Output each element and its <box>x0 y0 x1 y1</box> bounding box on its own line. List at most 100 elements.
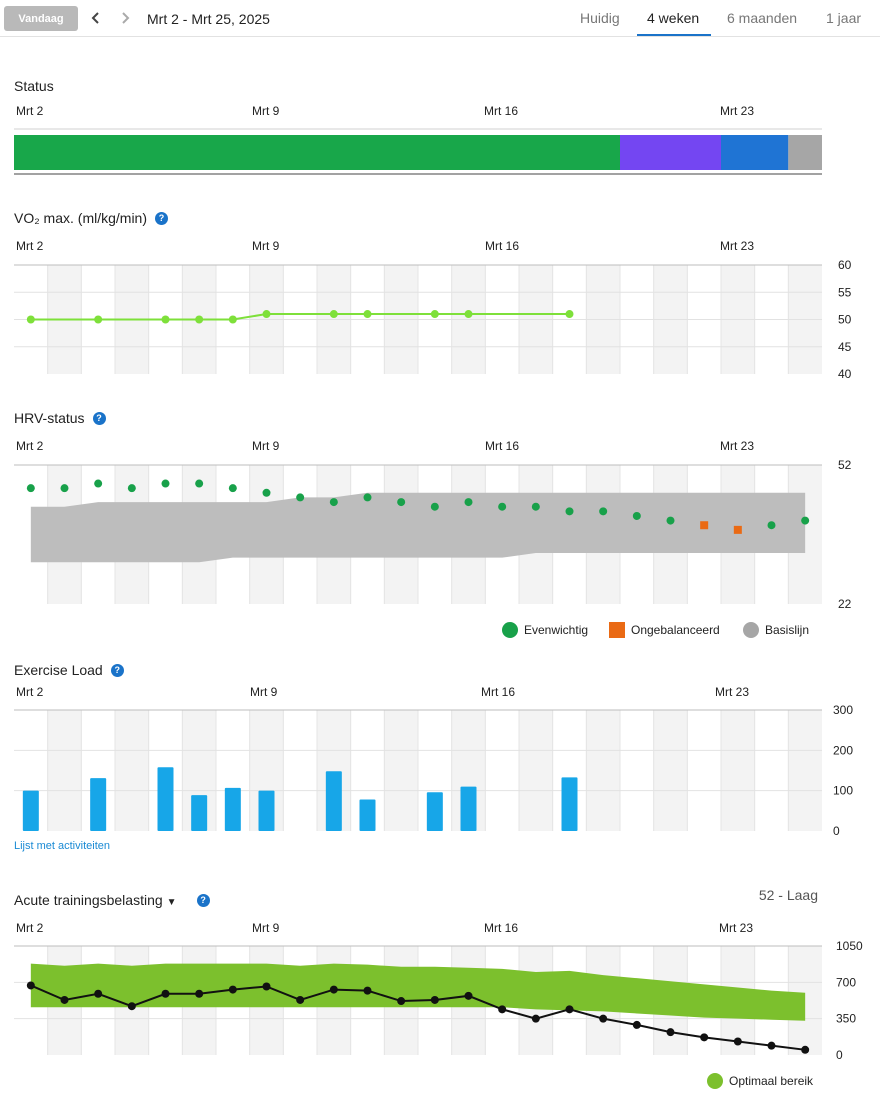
vo2max-chart: 60 55 50 45 40 <box>14 258 852 381</box>
atl-data-point <box>430 995 439 1004</box>
vo2max-title: VO₂ max. (ml/kg/min)? <box>14 210 168 226</box>
vo2-data-point <box>464 310 473 319</box>
atl-data-point <box>262 982 271 991</box>
hrv-balanced-point <box>801 516 810 525</box>
exercise-load-title: Exercise Load? <box>14 662 124 678</box>
caret-down-icon[interactable]: ▼ <box>166 897 177 908</box>
legend-unbalanced: Ongebalanceerd <box>609 622 720 638</box>
atl-data-point <box>296 995 305 1004</box>
hrv-balanced-point <box>767 521 776 530</box>
hrv-balanced-point <box>127 484 136 493</box>
load-bar <box>561 777 578 831</box>
atl-title[interactable]: Acute trainingsbelasting ▼? <box>14 892 210 908</box>
atl-date-label: Mrt 9 <box>252 921 280 935</box>
atl-title-text: Acute trainingsbelasting <box>14 892 163 908</box>
activity-list-link[interactable]: Lijst met activiteiten <box>14 840 110 852</box>
hrv-balanced-point <box>464 498 473 507</box>
atl-data-point <box>767 1041 776 1050</box>
status-date-label: Mrt 9 <box>252 104 280 118</box>
atl-data-point <box>733 1037 742 1046</box>
atl-data-point <box>161 989 170 998</box>
load-bar <box>22 790 39 831</box>
hrv-balanced-point <box>26 484 35 493</box>
help-icon[interactable]: ? <box>155 212 168 225</box>
load-bar <box>359 799 376 831</box>
hrv-chart: 52 22 <box>14 458 852 611</box>
atl-data-point <box>464 991 473 1000</box>
y-tick-label: 1050 <box>836 939 863 953</box>
tab-1-year[interactable]: 1 jaar <box>826 10 862 26</box>
vo2-date-label: Mrt 2 <box>16 239 44 253</box>
load-bar <box>191 795 208 831</box>
atl-data-point <box>363 986 372 995</box>
hrv-balanced-point <box>565 507 574 516</box>
y-tick-label: 50 <box>838 313 852 327</box>
hrv-balanced-point <box>228 484 237 493</box>
atl-optimal-band <box>30 963 806 1021</box>
y-tick-label: 40 <box>838 367 852 381</box>
hrv-balanced-point <box>666 516 675 525</box>
load-date-label: Mrt 9 <box>250 685 278 699</box>
next-period-button[interactable] <box>117 8 133 28</box>
atl-data-point <box>531 1014 540 1023</box>
load-bar <box>157 767 174 831</box>
tab-4-weeks[interactable]: 4 weken <box>647 10 700 26</box>
hrv-unbalanced-point <box>700 521 709 530</box>
vo2-data-point <box>329 310 338 319</box>
hrv-balanced-point <box>161 479 170 488</box>
hrv-balanced-point <box>430 502 439 511</box>
unbalanced-swatch <box>609 622 625 638</box>
vo2-data-point <box>94 315 103 324</box>
help-icon[interactable]: ? <box>92 412 106 425</box>
status-title: Status <box>14 78 54 94</box>
atl-data-point <box>127 1002 136 1011</box>
load-date-label: Mrt 2 <box>16 685 44 699</box>
y-tick-label: 45 <box>838 340 852 354</box>
atl-data-point <box>397 997 406 1006</box>
optimal-swatch <box>707 1073 723 1089</box>
vo2-data-point <box>565 310 574 319</box>
vo2-data-point <box>262 310 271 319</box>
legend-label: Evenwichtig <box>524 623 589 637</box>
today-button[interactable]: Vandaag <box>4 6 78 31</box>
vo2-data-point <box>228 315 237 324</box>
load-bar <box>426 792 443 831</box>
atl-data-point <box>329 985 338 994</box>
atl-data-point <box>195 989 204 998</box>
load-bar <box>460 786 477 831</box>
load-date-label: Mrt 16 <box>481 685 516 699</box>
load-date-label: Mrt 23 <box>715 685 750 699</box>
vo2-data-point <box>363 310 372 319</box>
hrv-balanced-point <box>632 511 641 520</box>
date-range-label: Mrt 2 - Mrt 25, 2025 <box>147 11 270 27</box>
tab-current[interactable]: Huidig <box>580 10 620 26</box>
hrv-date-label: Mrt 2 <box>16 439 44 453</box>
active-tab-indicator <box>637 34 711 36</box>
hrv-baseline-band <box>30 492 806 563</box>
hrv-title-text: HRV-status <box>14 410 85 426</box>
day-band <box>788 710 822 831</box>
atl-data-point <box>60 995 69 1004</box>
status-segment <box>620 135 721 170</box>
atl-data-point <box>700 1033 709 1042</box>
tab-6-months[interactable]: 6 maanden <box>727 10 798 26</box>
atl-data-point <box>228 985 237 994</box>
vo2-date-label: Mrt 9 <box>252 239 280 253</box>
status-segment <box>788 135 822 170</box>
exercise-load-chart: 300 200 100 0 <box>14 703 853 838</box>
hrv-balanced-point <box>397 498 406 507</box>
hrv-balanced-point <box>498 502 507 511</box>
day-band <box>47 710 82 831</box>
hrv-date-label: Mrt 9 <box>252 439 280 453</box>
vo2-series-line <box>30 313 570 321</box>
atl-data-point <box>565 1005 574 1014</box>
atl-data-point <box>26 981 35 990</box>
day-band <box>653 710 688 831</box>
previous-period-button[interactable] <box>88 8 104 28</box>
baseline-swatch <box>743 622 759 638</box>
help-icon[interactable]: ? <box>110 664 124 677</box>
hrv-balanced-point <box>262 488 271 497</box>
help-icon[interactable]: ? <box>196 894 210 907</box>
vo2-date-label: Mrt 16 <box>485 239 520 253</box>
y-tick-label: 22 <box>838 597 852 611</box>
